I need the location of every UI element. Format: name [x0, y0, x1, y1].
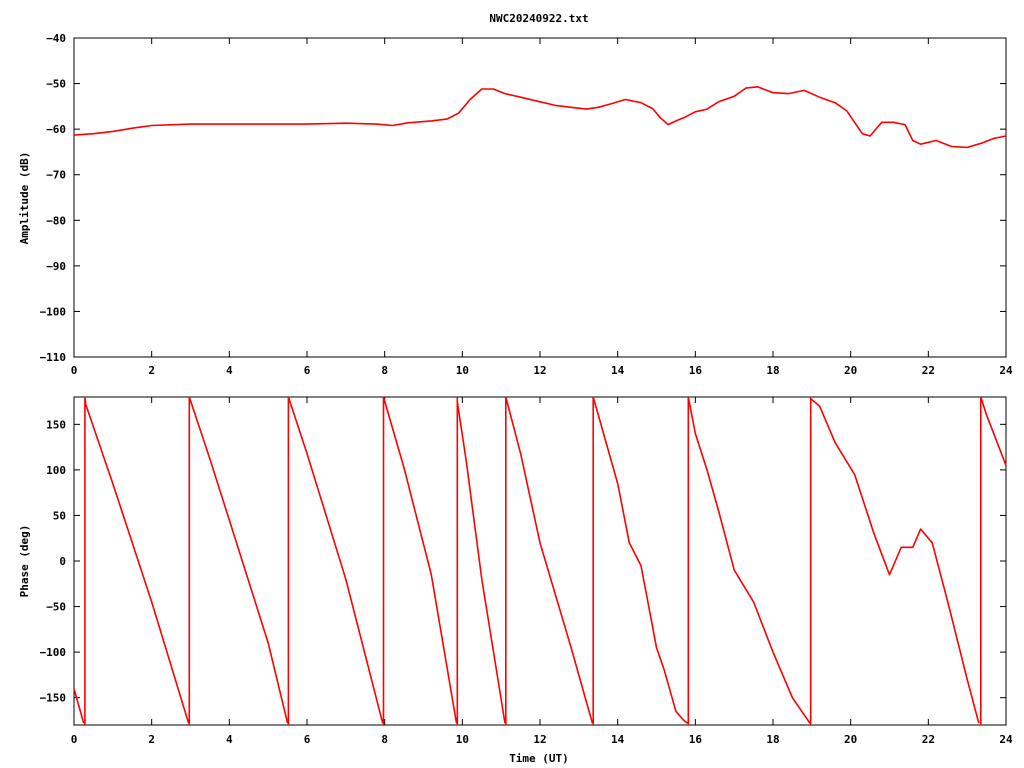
x-tick-label: 18: [766, 364, 779, 377]
amplitude-series-line: [73, 86, 1007, 149]
y-tick-label: −100: [40, 646, 67, 659]
y-tick-label: −80: [46, 214, 66, 227]
phase-plot-frame: [73, 396, 1007, 726]
x-tick-label: 20: [844, 364, 857, 377]
time-x-axis-label: Time (UT): [509, 752, 569, 765]
y-tick-label: −90: [46, 260, 66, 273]
x-tick-label: 22: [922, 364, 935, 377]
phase-panel: Phase (deg) Time (UT) 0 2 4 6 8 10 12 14 16 18 20 2…: [18, 396, 1013, 765]
x-tick-label: 10: [456, 364, 469, 377]
x-tick-label: 8: [381, 364, 388, 377]
x-tick-label: 12: [533, 733, 546, 746]
x-tick-label: 12: [533, 364, 546, 377]
x-tick-label: 6: [304, 364, 311, 377]
y-tick-label: −70: [46, 169, 66, 182]
y-tick-label: −150: [40, 692, 67, 705]
y-tick-label: 150: [46, 418, 66, 431]
x-tick-label: 8: [381, 733, 388, 746]
amplitude-y-axis-label: Amplitude (dB): [18, 152, 31, 245]
x-tick-label: 16: [689, 733, 703, 746]
amplitude-ticks: 0 2 4 6 8 10 12 14 16 18 20 22 24−110−100−90−80−70−6…: [40, 32, 1013, 377]
x-tick-label: 0: [71, 733, 78, 746]
x-tick-label: 2: [148, 364, 155, 377]
x-tick-label: 0: [71, 364, 78, 377]
phase-y-axis-label: Phase (deg): [18, 525, 31, 598]
x-tick-label: 14: [611, 364, 625, 377]
x-tick-label: 24: [999, 364, 1013, 377]
y-tick-label: −40: [46, 32, 66, 45]
y-tick-label: 0: [59, 555, 66, 568]
x-tick-label: 20: [844, 733, 857, 746]
x-tick-label: 22: [922, 733, 935, 746]
y-tick-label: −60: [46, 123, 66, 136]
y-tick-label: −50: [46, 601, 66, 614]
x-tick-label: 16: [689, 364, 703, 377]
amplitude-panel: Amplitude (dB) 0 2 4 6 8 10 12 14 16 18 20 22 24−110…: [18, 32, 1013, 377]
y-tick-label: 100: [46, 464, 66, 477]
phase-ticks: 0 2 4 6 8 10 12 14 16 18 20 22 24−150−100−5005010015…: [40, 397, 1013, 746]
y-tick-label: −100: [40, 305, 67, 318]
x-tick-label: 6: [304, 733, 311, 746]
chart-title: NWC20240922.txt: [489, 12, 588, 25]
x-tick-label: 18: [766, 733, 779, 746]
x-tick-label: 2: [148, 733, 155, 746]
y-tick-label: −110: [40, 351, 67, 364]
y-tick-label: −50: [46, 78, 66, 91]
x-tick-label: 14: [611, 733, 625, 746]
y-tick-label: 50: [53, 509, 66, 522]
x-tick-label: 10: [456, 733, 469, 746]
amplitude-plot-frame: [73, 37, 1007, 358]
x-tick-label: 24: [999, 733, 1013, 746]
x-tick-label: 4: [226, 733, 233, 746]
x-tick-label: 4: [226, 364, 233, 377]
phase-series-line: [73, 396, 1007, 725]
